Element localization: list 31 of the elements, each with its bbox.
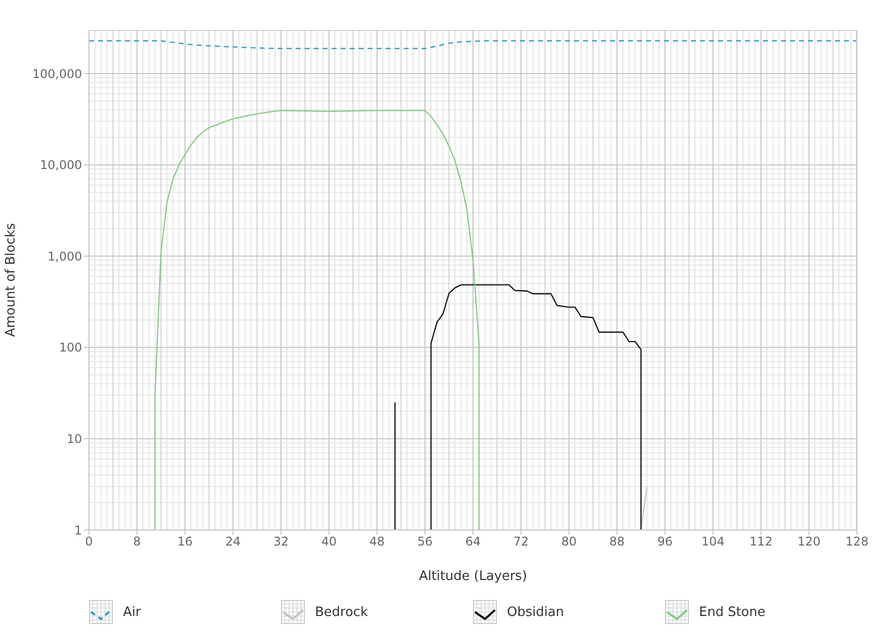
x-tick-label: 16 [177, 534, 193, 549]
x-tick-label: 80 [561, 534, 577, 549]
y-tick-label: 100 [59, 340, 82, 355]
x-axis-title: Altitude (Layers) [418, 569, 528, 584]
line-series [89, 40, 857, 50]
x-tick-label: 48 [369, 534, 385, 549]
x-tick-label: 24 [225, 534, 241, 549]
y-tick-label: 1,000 [48, 249, 82, 264]
x-tick-label: 88 [609, 534, 625, 549]
legend-label: Air [123, 604, 141, 620]
x-tick-label: 32 [273, 534, 289, 549]
legend-label: End Stone [699, 604, 766, 620]
y-tick-label: 1 [74, 523, 82, 538]
x-tick-label: 0 [85, 534, 93, 549]
y-axis-title: Amount of Blocks [4, 222, 19, 337]
x-tick-label: 128 [846, 534, 868, 549]
x-tick-label: 120 [798, 534, 820, 549]
y-tick-label: 10 [66, 432, 82, 446]
y-tick-label: 100,000 [32, 66, 82, 81]
line-series [154, 110, 480, 530]
legend-label: Obsidian [507, 604, 564, 620]
x-tick-label: 112 [750, 534, 772, 549]
x-tick-label: 64 [465, 534, 481, 549]
x-tick-label: 96 [657, 534, 673, 549]
x-tick-label: 104 [702, 534, 724, 549]
y-tick-label: 10,000 [40, 158, 82, 172]
x-tick-label: 8 [133, 534, 141, 549]
x-tick-label: 72 [513, 534, 529, 549]
legend-label: Bedrock [315, 604, 368, 620]
x-tick-label: 40 [321, 534, 337, 549]
x-tick-label: 56 [417, 534, 433, 549]
